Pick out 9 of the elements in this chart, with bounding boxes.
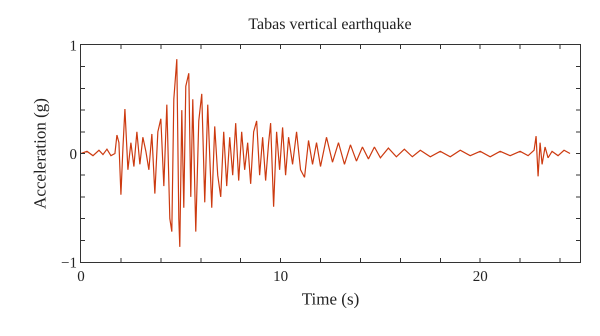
y-tick-label: 0 [70, 146, 77, 163]
y-tick-label: 1 [70, 38, 77, 54]
y-tick-label: −1 [61, 255, 77, 272]
line-series [81, 58, 571, 248]
chart-title: Tabas vertical earthquake [248, 16, 412, 34]
x-tick-label: 20 [472, 269, 488, 285]
x-axis-title: Time (s) [302, 289, 360, 308]
y-axis-title: Acceleration (g) [30, 98, 50, 209]
x-tick-label: 10 [273, 269, 288, 285]
